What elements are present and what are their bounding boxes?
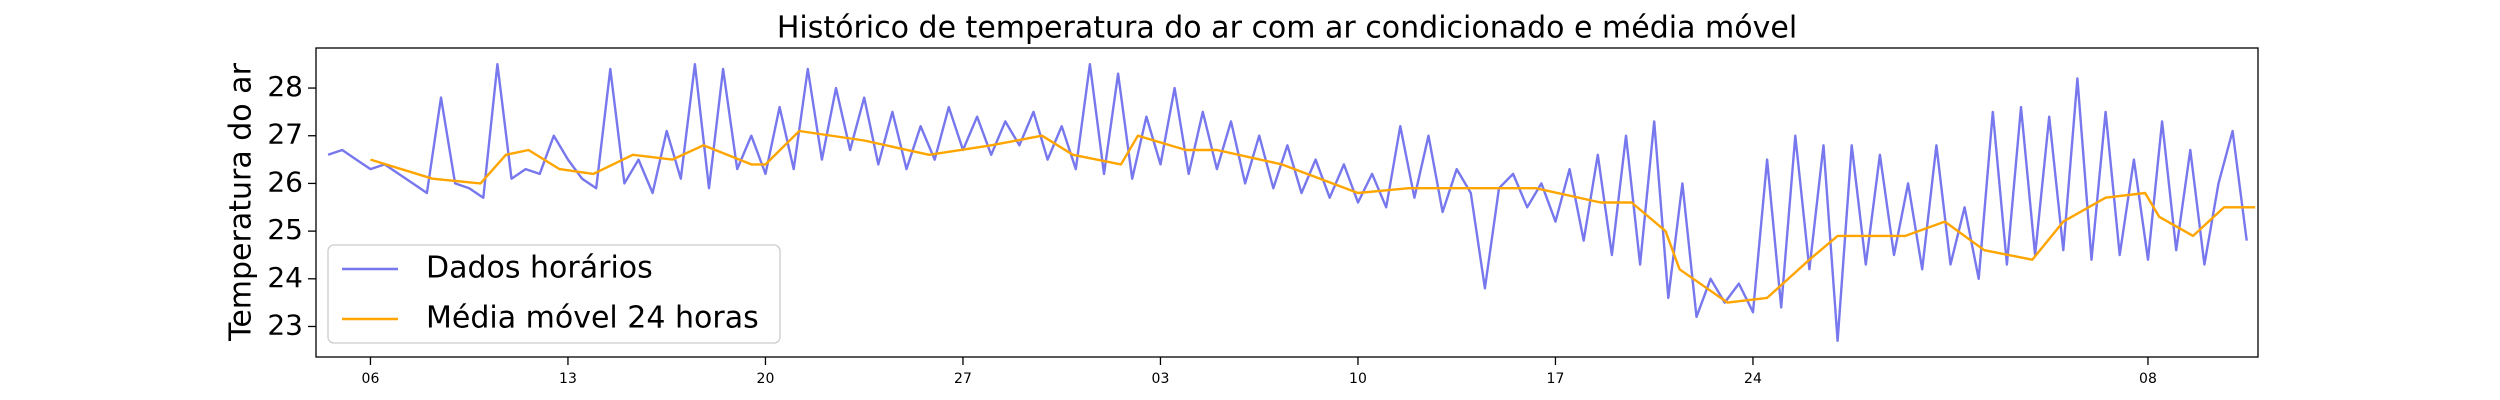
x-tick-label: 20 (757, 371, 775, 387)
x-tick-label: 27 (954, 371, 972, 387)
y-tick-label: 28 (267, 70, 303, 103)
x-tick-label: 06 (362, 371, 380, 387)
x-tick-label: 10 (1349, 371, 1367, 387)
y-tick-label: 24 (267, 261, 303, 294)
legend-box (327, 244, 781, 344)
y-tick-label: 25 (267, 213, 303, 246)
y-tick-label: 23 (267, 308, 303, 341)
series-line (370, 129, 2256, 304)
chart-title: Histórico de temperatura do ar com ar co… (777, 11, 1797, 46)
x-tick-label: 08 (2139, 371, 2157, 387)
y-tick-label: 26 (267, 165, 303, 198)
x-tick-label: 03 (1152, 371, 1170, 387)
x-tick-label: 13 (559, 371, 577, 387)
x-tick-label: 17 (1547, 371, 1565, 387)
y-axis-label: Temperatura do ar (224, 62, 259, 341)
x-tick-label: 24 (1744, 371, 1762, 387)
y-tick-label: 27 (267, 118, 303, 151)
plot-frame (315, 47, 2259, 358)
legend-label: Dados horários (426, 251, 653, 286)
legend-label: Média móvel 24 horas (426, 301, 759, 336)
